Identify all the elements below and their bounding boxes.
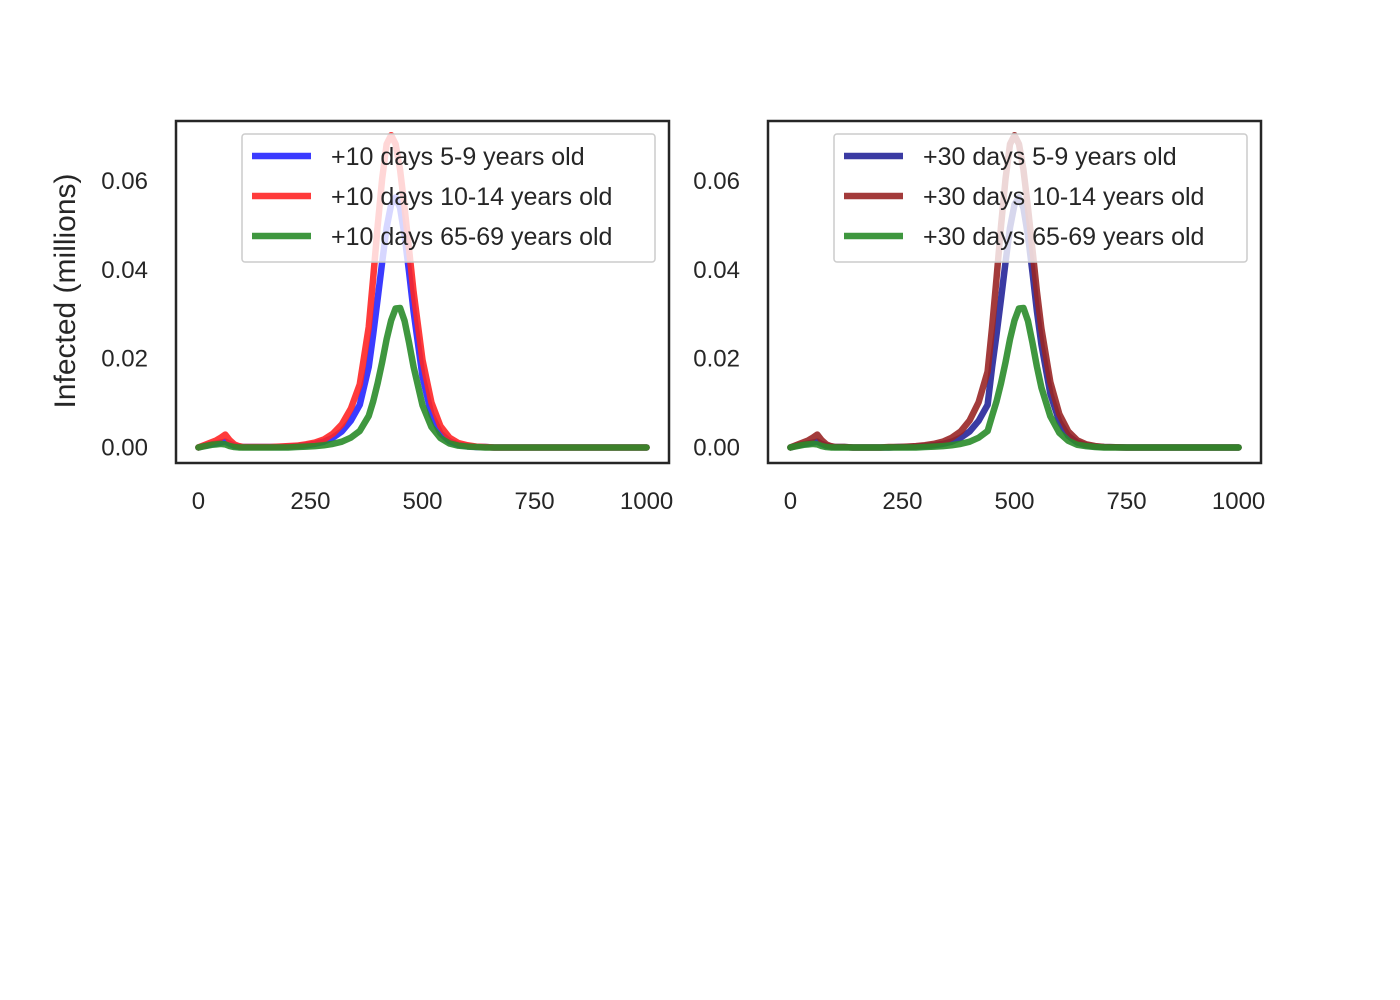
y-tick-label: 0.02 bbox=[693, 346, 740, 373]
chart-left: 0 250 500 750 1000 0.00 0.02 0.04 0.06 +10 days 5… bbox=[101, 119, 673, 515]
y-axis-label: Infected (millions) bbox=[49, 173, 82, 408]
y-tick-label: 0.04 bbox=[693, 257, 740, 284]
legend-label: +10 days 10-14 years old bbox=[331, 183, 612, 211]
series-line-2 bbox=[787, 304, 1242, 451]
x-tick-label: 250 bbox=[290, 488, 330, 515]
y-tick-label: 0.00 bbox=[101, 434, 148, 461]
legend: +30 days 5-9 years old +30 days 10-14 yea… bbox=[833, 133, 1248, 263]
legend-label: +30 days 65-69 years old bbox=[923, 223, 1204, 251]
y-tick-label: 0.04 bbox=[101, 257, 148, 284]
y-tick-label: 0.02 bbox=[101, 346, 148, 373]
y-tick-label: 0.00 bbox=[693, 434, 740, 461]
series-line-2 bbox=[195, 304, 650, 451]
x-tick-label: 500 bbox=[994, 488, 1034, 515]
legend-label: +30 days 10-14 years old bbox=[923, 183, 1204, 211]
legend-label: +10 days 5-9 years old bbox=[331, 143, 585, 171]
legend-box bbox=[241, 133, 656, 263]
y-tick-label: 0.06 bbox=[101, 168, 148, 195]
legend-label: +10 days 65-69 years old bbox=[331, 223, 612, 251]
chart-right: 0 250 500 750 1000 0.00 0.02 0.04 0.06 +30 days 5… bbox=[693, 119, 1265, 515]
plot-area bbox=[787, 131, 1242, 451]
x-tick-label: 0 bbox=[784, 488, 797, 515]
legend: +10 days 5-9 years old +10 days 10-14 yea… bbox=[241, 133, 656, 263]
x-tick-label: 750 bbox=[515, 488, 555, 515]
x-tick-label: 0 bbox=[192, 488, 205, 515]
legend-box bbox=[833, 133, 1248, 263]
x-tick-label: 1000 bbox=[1212, 488, 1265, 515]
y-tick-label: 0.06 bbox=[693, 168, 740, 195]
axes-frame bbox=[766, 119, 1263, 465]
legend-label: +30 days 5-9 years old bbox=[923, 143, 1177, 171]
x-tick-label: 500 bbox=[402, 488, 442, 515]
x-tick-label: 1000 bbox=[620, 488, 673, 515]
x-tick-label: 250 bbox=[882, 488, 922, 515]
axes-frame bbox=[174, 119, 671, 465]
x-tick-label: 750 bbox=[1107, 488, 1147, 515]
